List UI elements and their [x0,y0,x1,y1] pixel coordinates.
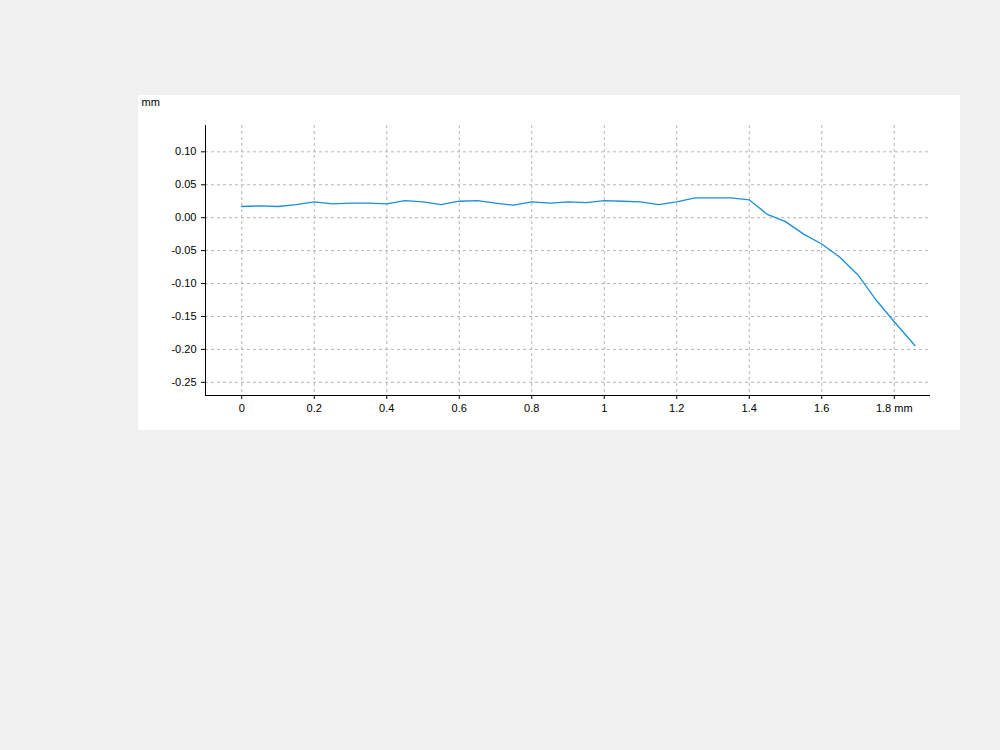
svg-text:1: 1 [601,402,607,414]
svg-text:-0.20: -0.20 [171,343,196,355]
svg-text:mm: mm [142,96,160,108]
svg-text:0.8: 0.8 [524,402,539,414]
svg-text:0.4: 0.4 [379,402,394,414]
svg-text:-0.05: -0.05 [171,244,196,256]
svg-text:1.8 mm: 1.8 mm [876,402,913,414]
svg-text:0: 0 [239,402,245,414]
svg-text:1.2: 1.2 [669,402,684,414]
svg-text:-0.15: -0.15 [171,310,196,322]
svg-text:0.00: 0.00 [175,211,196,223]
svg-text:0.05: 0.05 [175,178,196,190]
svg-text:0.10: 0.10 [175,145,196,157]
svg-text:1.6: 1.6 [814,402,829,414]
svg-text:0.6: 0.6 [452,402,467,414]
svg-text:-0.10: -0.10 [171,277,196,289]
svg-text:-0.25: -0.25 [171,376,196,388]
svg-text:1.4: 1.4 [742,402,757,414]
svg-text:0.2: 0.2 [307,402,322,414]
